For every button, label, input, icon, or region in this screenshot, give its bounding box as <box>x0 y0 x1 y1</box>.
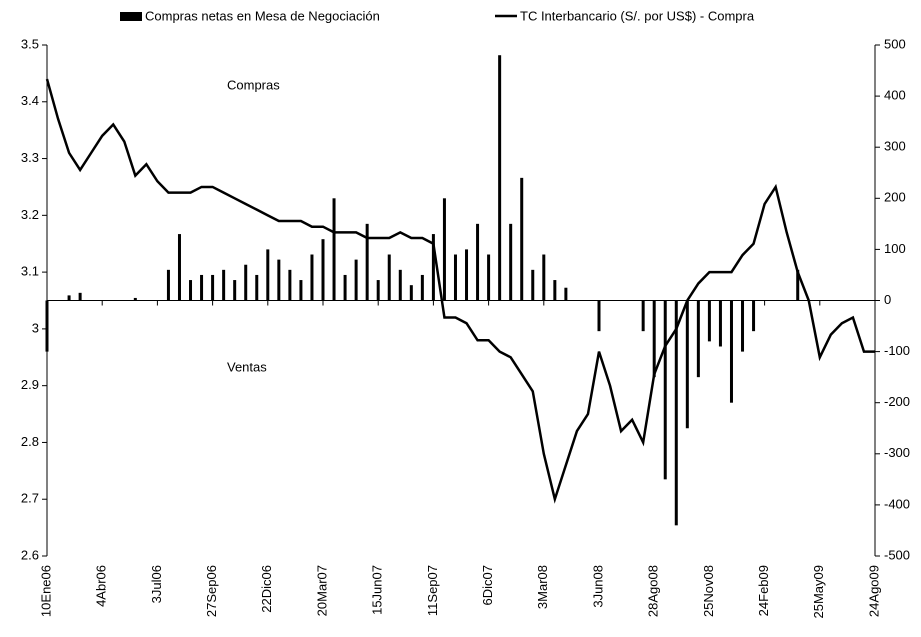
x-tick-label: 6Dic07 <box>480 565 495 605</box>
bar <box>729 300 733 403</box>
y2-tick-label: 500 <box>884 36 906 51</box>
y-tick-label: 2.8 <box>21 434 39 449</box>
bar <box>211 274 215 301</box>
bar <box>420 274 424 301</box>
bar <box>255 274 259 301</box>
x-tick-label: 28Ago08 <box>646 565 661 617</box>
bar <box>343 274 347 301</box>
bar <box>332 198 336 301</box>
bar <box>222 269 226 301</box>
bar <box>718 300 722 347</box>
bar <box>387 254 391 301</box>
y-tick-label: 2.7 <box>21 491 39 506</box>
x-tick-label: 15Jun07 <box>370 565 385 615</box>
x-tick-label: 24Feb09 <box>756 565 771 616</box>
y2-tick-label: 400 <box>884 88 906 103</box>
y2-tick-label: -100 <box>884 343 910 358</box>
bar <box>641 300 645 332</box>
x-tick-label: 27Sep06 <box>204 565 219 617</box>
x-tick-label: 24Ago09 <box>866 565 881 617</box>
x-tick-label: 11Sep07 <box>425 565 440 616</box>
bar <box>354 259 358 301</box>
x-tick-label: 10Ene06 <box>38 565 53 617</box>
bar <box>409 285 413 301</box>
bar <box>597 300 601 332</box>
y2-tick-label: -200 <box>884 394 910 409</box>
bar <box>189 280 193 301</box>
legend-label: Compras netas en Mesa de Negociación <box>145 8 380 23</box>
bar <box>233 280 237 301</box>
bar <box>266 249 270 301</box>
bar <box>685 300 689 429</box>
legend-label: TC Interbancario (S/. por US$) - Compra <box>520 8 755 23</box>
bar <box>453 254 457 301</box>
bar <box>542 254 546 301</box>
bar <box>476 223 480 301</box>
bar <box>200 274 204 301</box>
y2-tick-label: -500 <box>884 547 910 562</box>
bar <box>487 254 491 301</box>
annotation: Compras <box>227 77 280 92</box>
x-tick-label: 20Mar07 <box>314 565 329 616</box>
bar <box>288 269 292 301</box>
bar <box>277 259 281 301</box>
y2-tick-label: 200 <box>884 190 906 205</box>
bar <box>509 223 513 301</box>
y-tick-label: 3.4 <box>21 93 39 108</box>
bar <box>177 234 181 301</box>
y-tick-label: 2.6 <box>21 547 39 562</box>
bar <box>431 234 435 301</box>
bar <box>442 198 446 301</box>
x-tick-label: 3Jul06 <box>149 565 164 603</box>
bar <box>741 300 745 352</box>
bar <box>78 292 82 301</box>
bar <box>652 300 656 378</box>
line <box>45 78 875 504</box>
bar <box>696 300 700 378</box>
annotation: Ventas <box>227 359 267 374</box>
bar <box>553 280 557 301</box>
legend-swatch <box>120 12 142 21</box>
x-tick-label: 3Mar08 <box>535 565 550 609</box>
y2-tick-label: 100 <box>884 241 906 256</box>
bar <box>244 264 248 301</box>
y-tick-label: 3.5 <box>21 36 39 51</box>
bar <box>531 269 535 301</box>
bar <box>663 300 667 480</box>
bar <box>376 280 380 301</box>
y2-tick-label: 0 <box>884 292 891 307</box>
y2-tick-label: -300 <box>884 445 910 460</box>
x-tick-label: 22Dic06 <box>259 565 274 613</box>
bar <box>752 300 756 332</box>
bar <box>707 300 711 342</box>
bar <box>365 223 369 301</box>
bar <box>498 55 502 301</box>
bar <box>796 269 800 301</box>
bar <box>674 300 678 526</box>
y-tick-label: 2.9 <box>21 377 39 392</box>
y2-tick-label: -400 <box>884 496 910 511</box>
bar <box>310 254 314 301</box>
bar <box>564 287 568 301</box>
bar <box>299 280 303 301</box>
bar <box>166 269 170 301</box>
x-tick-label: 25Nov08 <box>701 565 716 617</box>
bar <box>520 177 524 301</box>
y-tick-label: 3 <box>32 320 39 335</box>
bar <box>67 295 71 301</box>
y-tick-label: 3.2 <box>21 207 39 222</box>
bar <box>321 239 325 301</box>
x-tick-label: 25May09 <box>811 565 826 618</box>
bar <box>398 269 402 301</box>
y-tick-label: 3.1 <box>21 264 39 279</box>
y2-tick-label: 300 <box>884 139 906 154</box>
bar <box>133 297 137 301</box>
bar <box>45 300 49 352</box>
x-tick-label: 4Abr06 <box>94 565 109 607</box>
x-tick-label: 3Jun08 <box>590 565 605 608</box>
bar <box>465 249 469 301</box>
y-tick-label: 3.3 <box>21 150 39 165</box>
